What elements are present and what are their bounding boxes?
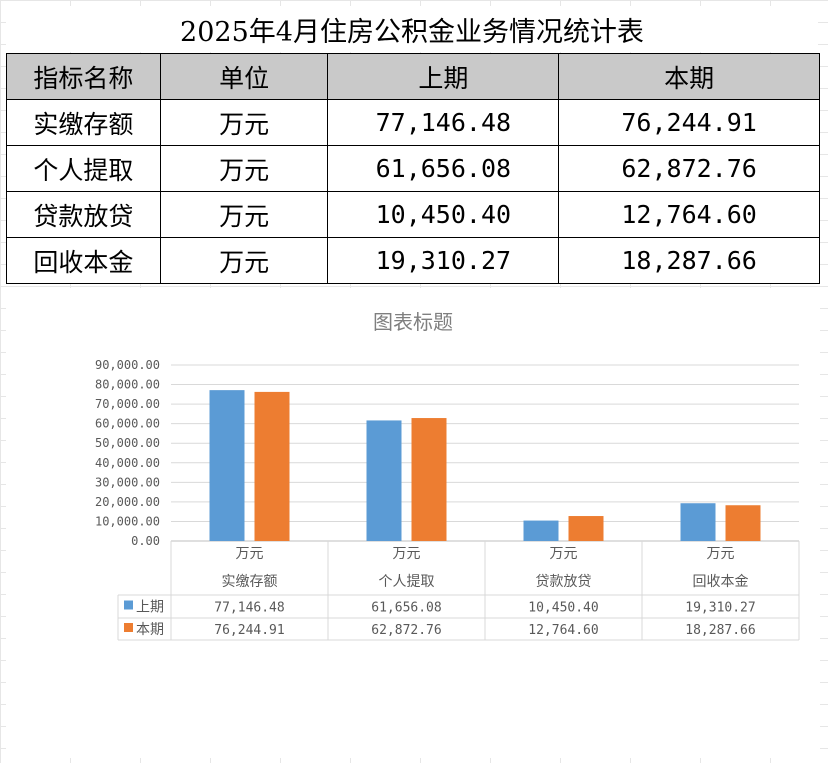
x-unit-label: 万元 (707, 546, 735, 562)
table-row: 回收本金 万元 19,310.27 18,287.66 (6, 237, 820, 284)
data-table-value: 12,764.60 (528, 623, 598, 638)
x-category-label: 实缴存额 (222, 574, 278, 590)
stats-table: 指标名称 单位 上期 本期 实缴存额 万元 77,146.48 76,244.9… (6, 53, 820, 284)
row-name: 回收本金 (6, 237, 161, 284)
y-tick-label: 30,000.00 (95, 475, 160, 489)
legend-swatch (124, 623, 133, 632)
y-tick-label: 0.00 (131, 534, 160, 548)
y-tick-label: 70,000.00 (95, 397, 160, 411)
x-category-label: 个人提取 (379, 574, 435, 590)
data-table-value: 61,656.08 (371, 601, 441, 616)
table-header-row: 指标名称 单位 上期 本期 (6, 53, 820, 100)
row-name: 个人提取 (6, 145, 161, 192)
legend-label: 本期 (136, 622, 164, 638)
header-unit: 单位 (159, 53, 329, 100)
row-prev: 61,656.08 (327, 145, 560, 192)
row-prev: 77,146.48 (327, 99, 560, 146)
data-table-value: 18,287.66 (685, 623, 755, 638)
chart-title: 图表标题 (373, 310, 453, 334)
x-unit-label: 万元 (550, 546, 578, 562)
bar-curr (568, 516, 604, 541)
bar-curr (725, 505, 761, 541)
header-prev: 上期 (327, 53, 560, 100)
row-unit: 万元 (159, 237, 329, 284)
bar-prev (209, 390, 245, 541)
chart-area[interactable]: 图表标题 0.00 10,000.00 20,000.00 30,000.00 40,0… (6, 288, 820, 758)
row-unit: 万元 (159, 99, 329, 146)
bar-prev (366, 420, 402, 541)
row-curr: 76,244.91 (558, 99, 820, 146)
x-category-label: 贷款放贷 (536, 574, 592, 590)
y-tick-label: 10,000.00 (95, 514, 160, 528)
bar-curr (411, 418, 447, 541)
data-table-value: 19,310.27 (685, 601, 755, 616)
y-tick-label: 50,000.00 (95, 436, 160, 450)
data-table-value: 62,872.76 (371, 623, 441, 638)
table-row: 实缴存额 万元 77,146.48 76,244.91 (6, 99, 820, 146)
row-prev: 19,310.27 (327, 237, 560, 284)
y-tick-label: 20,000.00 (95, 495, 160, 509)
bar-prev (523, 520, 559, 541)
table-row: 贷款放贷 万元 10,450.40 12,764.60 (6, 191, 820, 238)
x-unit-label: 万元 (236, 546, 264, 562)
data-table-value: 77,146.48 (214, 601, 284, 616)
data-table-value: 76,244.91 (214, 623, 284, 638)
bar-chart: 0.00 10,000.00 20,000.00 30,000.00 40,000.00… (95, 358, 800, 641)
row-name: 贷款放贷 (6, 191, 161, 238)
x-category-label: 回收本金 (693, 574, 749, 590)
header-indicator: 指标名称 (6, 53, 161, 100)
y-tick-label: 40,000.00 (95, 456, 160, 470)
data-table-value: 10,450.40 (528, 601, 598, 616)
y-tick-label: 90,000.00 (95, 358, 160, 372)
row-unit: 万元 (159, 191, 329, 238)
table-row: 个人提取 万元 61,656.08 62,872.76 (6, 145, 820, 192)
legend-label: 上期 (136, 600, 164, 616)
y-tick-label: 80,000.00 (95, 378, 160, 392)
row-unit: 万元 (159, 145, 329, 192)
row-name: 实缴存额 (6, 99, 161, 146)
row-curr: 62,872.76 (558, 145, 820, 192)
header-curr: 本期 (558, 53, 820, 100)
legend-swatch (124, 600, 133, 610)
y-tick-label: 60,000.00 (95, 417, 160, 431)
row-curr: 12,764.60 (558, 191, 820, 238)
bar-prev (680, 503, 716, 541)
bar-curr (254, 391, 290, 541)
row-prev: 10,450.40 (327, 191, 560, 238)
row-curr: 18,287.66 (558, 237, 820, 284)
x-unit-label: 万元 (393, 546, 421, 562)
table-title: 2025年4月住房公积金业务情况统计表 (6, 6, 818, 52)
